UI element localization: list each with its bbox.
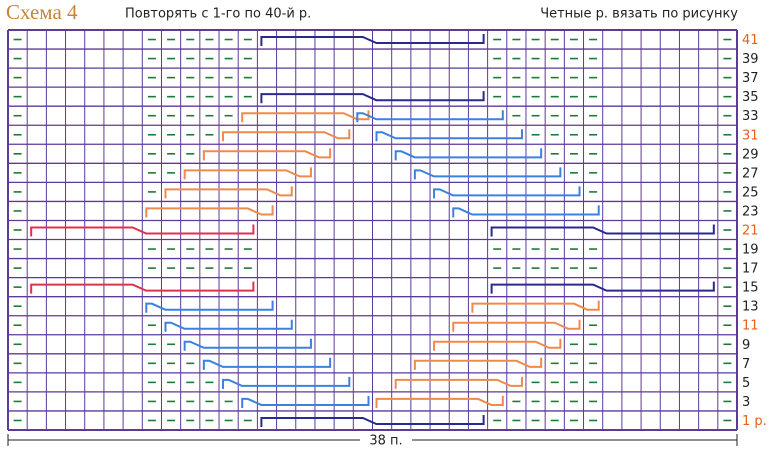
row-label: 41 — [742, 33, 759, 48]
cable — [241, 110, 370, 123]
row-label: 19 — [742, 243, 759, 258]
cable — [413, 167, 562, 180]
row-label: 35 — [742, 90, 759, 105]
row-labels: 41 39 37 35 33 31 29 27 25 23 21 19 17 15 13 11 9 7 5 3 1 р. — [742, 33, 767, 429]
row-label: 29 — [742, 147, 759, 162]
cable — [183, 167, 312, 180]
cable — [202, 148, 332, 161]
cable — [241, 395, 370, 408]
symbols — [13, 34, 732, 427]
cable — [356, 110, 504, 123]
instruction: Повторять с 1-го по 40-й р. — [125, 7, 311, 22]
row-label: 17 — [742, 262, 759, 277]
cable — [452, 205, 600, 218]
cable — [30, 281, 255, 294]
row-label: 37 — [742, 71, 759, 86]
cable — [164, 186, 293, 199]
cable — [222, 376, 351, 389]
cable — [452, 319, 581, 332]
row-label: 25 — [742, 185, 759, 200]
cable — [30, 224, 255, 237]
row-label: 13 — [742, 300, 759, 315]
cable — [413, 357, 543, 370]
cable — [164, 319, 293, 332]
row-label: 33 — [742, 109, 759, 124]
cable — [433, 338, 562, 351]
row-label: 9 — [742, 338, 750, 353]
row-label: 3 — [742, 395, 750, 410]
cable — [222, 129, 351, 142]
row-label: 39 — [742, 52, 759, 67]
row-label: 5 — [742, 376, 750, 391]
row-label: 7 — [742, 357, 750, 372]
stitch-count: 38 п. — [369, 434, 402, 449]
cable — [260, 34, 485, 47]
row-label: 15 — [742, 281, 759, 296]
grid — [7, 29, 738, 431]
row-label: 27 — [742, 166, 759, 181]
cable — [375, 129, 523, 142]
row-label: 31 — [742, 128, 759, 143]
cable — [260, 91, 485, 104]
cable — [471, 300, 600, 313]
row-label: 23 — [742, 204, 759, 219]
cable — [183, 338, 312, 351]
row-label: 21 — [742, 224, 759, 239]
note: Четные р. вязать по рисунку — [540, 7, 738, 22]
cable — [394, 376, 523, 389]
scheme-title: Схема 4 — [6, 0, 78, 24]
cable — [145, 205, 274, 218]
row-label: 11 — [742, 319, 759, 334]
cable — [490, 281, 715, 294]
cable — [260, 414, 485, 427]
cable — [375, 395, 504, 408]
row-label: 1 р. — [742, 414, 767, 429]
cable — [202, 357, 332, 370]
cable — [433, 186, 581, 199]
cable — [394, 148, 543, 161]
cable — [145, 300, 274, 313]
cable — [490, 224, 715, 237]
